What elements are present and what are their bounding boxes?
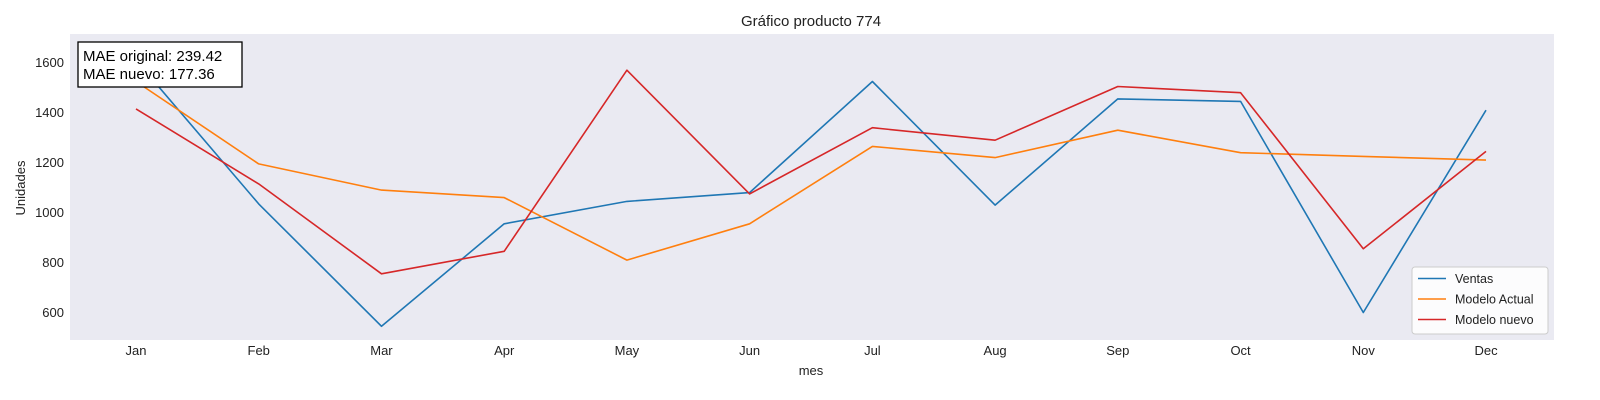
chart-title: Gráfico producto 774 (741, 13, 881, 30)
x-tick-label: Aug (984, 343, 1007, 358)
annotation-line-2: MAE nuevo: 177.36 (83, 66, 215, 83)
series-line-modelo-nuevo (135, 69, 1487, 275)
x-tick-label: Mar (370, 343, 393, 358)
legend: Ventas Modelo Actual Modelo nuevo (1411, 266, 1549, 335)
legend-label: Modelo nuevo (1455, 313, 1534, 327)
x-tick-label: Sep (1106, 343, 1129, 358)
x-tick-label: May (615, 343, 640, 358)
x-tick-label: Feb (248, 343, 270, 358)
plot-area (70, 34, 1554, 340)
y-tick-label: 800 (42, 255, 64, 270)
x-axis-ticks: Jan Feb Mar Apr May Jun Jul Aug Sep Oct Nov Dec (126, 343, 1499, 358)
x-tick-label: Nov (1352, 343, 1376, 358)
y-tick-label: 1200 (35, 155, 64, 170)
annotation-box (77, 41, 243, 88)
x-tick-label: Jan (126, 343, 147, 358)
mae-annotation: MAE original: 239.42 MAE nuevo: 177.36 (77, 41, 243, 88)
series-line-ventas (135, 59, 1487, 328)
y-tick-label: 1600 (35, 55, 64, 70)
x-tick-label: Jun (739, 343, 760, 358)
y-tick-label: 1400 (35, 105, 64, 120)
annotation-line-1: MAE original: 239.42 (83, 48, 222, 65)
x-tick-label: Oct (1230, 343, 1251, 358)
y-axis-title: Unidades (13, 160, 28, 215)
x-tick-label: Dec (1474, 343, 1498, 358)
legend-frame (1411, 266, 1549, 335)
series-group (135, 59, 1487, 328)
y-tick-label: 1000 (35, 205, 64, 220)
series-line-modelo-actual (135, 80, 1487, 261)
x-tick-label: Jul (864, 343, 881, 358)
legend-label: Modelo Actual (1455, 293, 1534, 307)
x-axis-title: mes (799, 363, 824, 378)
legend-label: Ventas (1455, 272, 1493, 286)
y-axis-ticks: 600 800 1000 1200 1400 1600 (35, 55, 64, 320)
x-tick-label: Apr (494, 343, 515, 358)
y-tick-label: 600 (42, 305, 64, 320)
